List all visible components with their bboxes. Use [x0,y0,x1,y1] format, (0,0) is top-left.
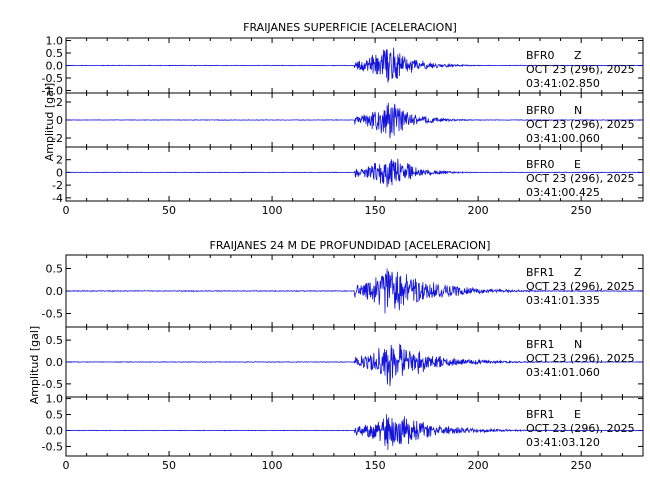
y-tick-label: -0.5 [42,72,63,85]
date-label: OCT 23 (296), 2025 [526,118,635,131]
y-tick-label: 0.0 [46,60,64,73]
component-label: Z [574,266,582,279]
y-tick-label: 0.5 [46,334,64,347]
y-tick-label: -0.5 [42,440,63,453]
y-tick-label: -0.5 [42,378,63,391]
y-tick-label: 0.0 [46,424,64,437]
time-label: 03:41:01.060 [526,366,600,379]
date-label: OCT 23 (296), 2025 [526,63,635,76]
chart-title: FRAIJANES SUPERFICIE [ACELERACION] [243,21,457,34]
x-tick-label: 50 [162,459,176,472]
waveform-trace [65,102,643,139]
time-label: 03:41:02.850 [526,77,600,90]
x-tick-label: 100 [262,204,283,217]
time-label: 03:41:03.120 [526,436,600,449]
component-label: Z [574,49,582,62]
y-tick-label: 1.0 [46,393,64,406]
borehole-acceleration-chart: FRAIJANES 24 M DE PROFUNDIDAD [ACELERACI… [28,239,644,472]
y-tick-label: 0.5 [46,47,64,60]
component-label: N [574,104,582,117]
y-tick-label: -0.5 [42,308,63,321]
y-tick-label: 0 [56,166,63,179]
y-tick-label: 0.0 [46,285,64,298]
x-tick-label: 0 [63,204,70,217]
x-tick-label: 250 [571,204,592,217]
station-label: BFR0 [526,49,555,62]
x-tick-label: 50 [162,204,176,217]
date-label: OCT 23 (296), 2025 [526,352,635,365]
y-tick-label: 0.5 [46,263,64,276]
component-label: E [574,408,581,421]
waveform-trace [65,268,644,314]
time-label: 03:41:00.425 [526,186,600,199]
y-tick-label: -2 [52,179,63,192]
time-label: 03:41:01.335 [526,294,600,307]
date-label: OCT 23 (296), 2025 [526,280,635,293]
station-label: BFR1 [526,338,555,351]
station-label: BFR1 [526,266,555,279]
y-tick-label: 2 [56,154,63,167]
x-tick-label: 200 [468,459,489,472]
date-label: OCT 23 (296), 2025 [526,172,635,185]
waveform-trace [65,158,644,188]
y-tick-label: 2 [56,96,63,109]
y-tick-label: 0.5 [46,409,64,422]
y-axis-label: Amplitud [gal] [28,326,41,404]
chart-title: FRAIJANES 24 M DE PROFUNDIDAD [ACELERACI… [210,239,491,252]
x-tick-label: 100 [262,459,283,472]
surface-acceleration-chart: FRAIJANES SUPERFICIE [ACELERACION] Ampli… [42,21,644,217]
y-tick-label: -2 [52,132,63,145]
station-label: BFR0 [526,104,555,117]
y-axis-label: Amplitud [gal] [43,83,56,161]
y-tick-label: 1.0 [46,35,64,48]
waveform-trace [65,343,644,387]
y-tick-label: 0.0 [46,356,64,369]
station-label: BFR0 [526,158,555,171]
date-label: OCT 23 (296), 2025 [526,422,635,435]
y-tick-label: -4 [52,192,63,205]
component-label: N [574,338,582,351]
x-tick-label: 150 [365,459,386,472]
y-tick-label: 0 [56,114,63,127]
x-tick-label: 150 [365,204,386,217]
waveform-trace [66,47,643,83]
x-tick-label: 0 [63,459,70,472]
time-label: 03:41:00.060 [526,132,600,145]
waveform-trace [65,414,644,450]
x-tick-label: 250 [571,459,592,472]
y-tick-label: -1.0 [42,85,63,98]
component-label: E [574,158,581,171]
station-label: BFR1 [526,408,555,421]
x-tick-label: 200 [468,204,489,217]
